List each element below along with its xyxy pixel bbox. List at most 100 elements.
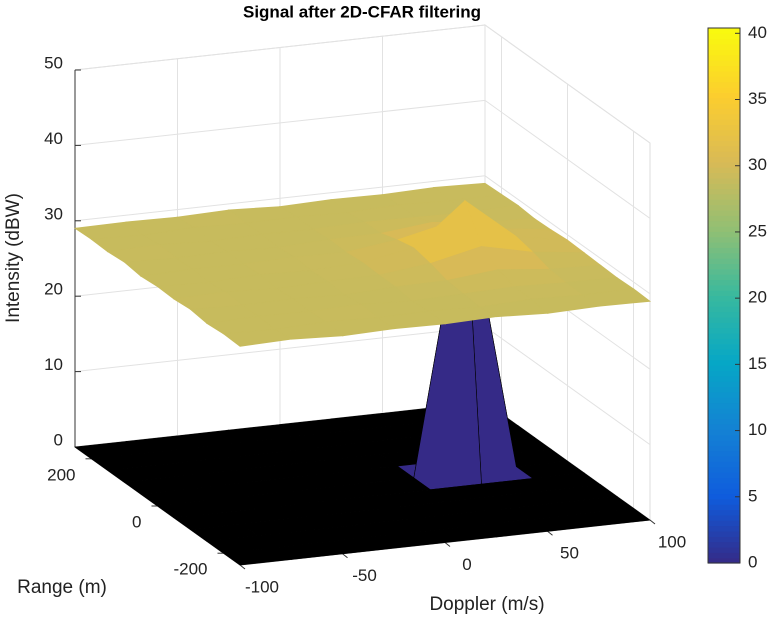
colorbar-strip — [708, 402, 740, 409]
colorbar-strip — [708, 113, 740, 120]
colorbar-strip — [708, 81, 740, 88]
colorbar-strip — [708, 284, 740, 291]
colorbar-strip — [708, 365, 740, 371]
colorbar-strip — [708, 108, 740, 115]
colorbar-strip — [708, 263, 740, 270]
colorbar-strip — [708, 397, 740, 404]
colorbar-strip — [708, 204, 740, 211]
colorbar-strip — [708, 509, 740, 516]
colorbar-strip — [708, 118, 740, 125]
colorbar-strip — [708, 215, 740, 222]
colorbar-tick-label: 35 — [748, 89, 767, 108]
colorbar-tick-label: 40 — [748, 23, 767, 42]
colorbar-strip — [708, 423, 740, 430]
colorbar-strip — [708, 472, 740, 478]
colorbar-strip — [708, 177, 740, 184]
colorbar-strip — [708, 456, 740, 462]
colorbar-strip — [708, 231, 740, 238]
colorbar-strip — [708, 279, 740, 286]
colorbar-strip — [708, 498, 740, 505]
colorbar-strip — [708, 274, 740, 281]
colorbar-strip — [708, 493, 740, 500]
colorbar-strip — [708, 70, 740, 77]
colorbar-strip — [708, 135, 740, 141]
colorbar-strip — [708, 172, 740, 179]
colorbar-strip — [708, 140, 740, 147]
y-tick-label: -200 — [173, 560, 207, 579]
colorbar-strip — [708, 193, 740, 200]
colorbar-strip — [708, 316, 740, 323]
colorbar-tick-label: 10 — [748, 420, 767, 439]
colorbar-strip — [708, 49, 740, 56]
colorbar-strip — [708, 541, 740, 548]
surface-cell — [222, 329, 293, 347]
colorbar-strip — [708, 418, 740, 425]
z-tick-label: 0 — [54, 430, 63, 449]
x-tick — [342, 553, 348, 559]
x-tick-label: 100 — [658, 532, 686, 551]
colorbar-strip — [708, 92, 740, 99]
colorbar-strip — [708, 60, 740, 67]
x-tick-label: 50 — [560, 544, 579, 563]
colorbar-strip — [708, 477, 740, 484]
colorbar-strip — [708, 466, 740, 473]
colorbar-strip — [708, 188, 740, 195]
colorbar-strip — [708, 322, 740, 329]
colorbar-tick-label: 25 — [748, 221, 767, 240]
colorbar-strip — [708, 391, 740, 398]
z-axis-label: Intensity (dBW) — [3, 193, 24, 323]
colorbar-strip — [708, 33, 740, 40]
colorbar-strip — [708, 242, 740, 248]
x-tick-label: 0 — [462, 555, 471, 574]
colorbar-strip — [708, 258, 740, 264]
x-tick — [649, 519, 656, 525]
surface-cell — [222, 547, 293, 566]
colorbar-strip — [708, 199, 740, 206]
colorbar-strip — [708, 434, 740, 441]
colorbar-strip — [708, 482, 740, 489]
colorbar-strip — [708, 167, 740, 174]
colorbar-strip — [708, 520, 740, 527]
colorbar-strip — [708, 525, 740, 532]
colorbar-strip — [708, 156, 740, 163]
z-tick-label: 50 — [44, 53, 63, 72]
colorbar-strip — [708, 536, 740, 543]
colorbar-tick-label: 5 — [748, 486, 757, 505]
z-tick-label: 10 — [44, 355, 63, 374]
colorbar-strip — [708, 557, 740, 564]
colorbar-strip — [708, 386, 740, 393]
colorbar-strip — [708, 504, 740, 511]
colorbar-strip — [708, 546, 740, 553]
colorbar-tick-label: 20 — [748, 288, 767, 307]
colorbar-strip — [708, 300, 740, 307]
colorbar-tick-label: 15 — [748, 354, 767, 373]
colorbar-strip — [708, 439, 740, 446]
colorbar-strip — [708, 552, 740, 559]
colorbar-strip — [708, 349, 740, 355]
colorbar-strip — [708, 445, 740, 452]
y-tick-label: 200 — [47, 465, 75, 484]
colorbar-strip — [708, 295, 740, 302]
colorbar-strip — [708, 161, 740, 168]
colorbar-strip — [708, 338, 740, 345]
colorbar-strip — [708, 86, 740, 93]
colorbar-strip — [708, 28, 740, 34]
colorbar-strip — [708, 488, 740, 495]
colorbar-strip — [708, 429, 740, 436]
colorbar-strip — [708, 375, 740, 382]
colorbar-strip — [708, 413, 740, 420]
colorbar-strip — [708, 65, 740, 72]
colorbar-strip — [708, 359, 740, 366]
x-tick — [444, 542, 451, 547]
colorbar-strip — [708, 97, 740, 104]
z-tick-label: 20 — [44, 280, 63, 299]
x-tick — [239, 564, 246, 570]
colorbar-strip — [708, 209, 740, 216]
z-tick-label: 40 — [44, 129, 63, 148]
colorbar-strip — [708, 354, 740, 361]
colorbar-strip — [708, 38, 740, 45]
x-tick-label: -100 — [245, 577, 279, 596]
colorbar-strip — [708, 461, 740, 468]
x-axis-label: Doppler (m/s) — [429, 594, 544, 615]
